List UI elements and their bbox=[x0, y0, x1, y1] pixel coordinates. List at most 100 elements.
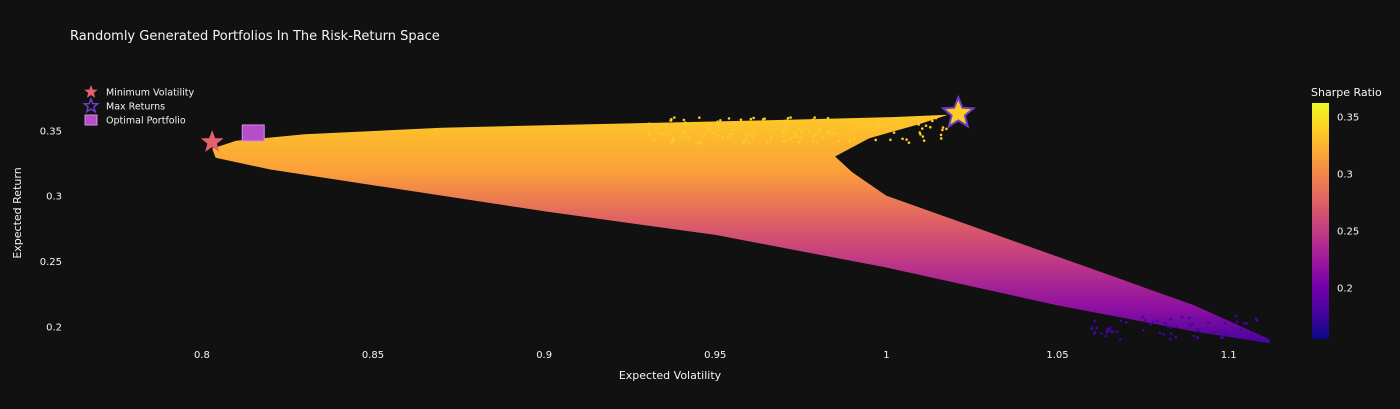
scatter-point bbox=[717, 122, 720, 126]
scatter-point bbox=[863, 123, 866, 127]
scatter-point bbox=[1175, 325, 1179, 329]
colorbar: Sharpe Ratio 0.2 0.25 0.3 0.35 bbox=[1311, 86, 1382, 339]
min-volatility-marker[interactable] bbox=[200, 130, 224, 152]
portfolio-scatter-cloud bbox=[212, 114, 1270, 344]
scatter-point bbox=[852, 134, 856, 138]
scatter-point bbox=[1242, 322, 1246, 325]
legend-item[interactable]: Max Returns bbox=[82, 96, 165, 114]
scatter-point bbox=[1169, 325, 1172, 329]
legend-label: Max Returns bbox=[106, 102, 165, 113]
scatter-point bbox=[841, 120, 844, 124]
scatter-point bbox=[941, 128, 944, 132]
colorbar-gradient bbox=[1312, 103, 1329, 339]
x-tick-label: 1.1 bbox=[1221, 350, 1237, 361]
scatter-point bbox=[769, 128, 772, 132]
scatter-point bbox=[664, 122, 667, 126]
scatter-point bbox=[769, 139, 773, 142]
scatter-point bbox=[1207, 321, 1210, 325]
x-tick-label: 0.8 bbox=[194, 350, 210, 361]
max-returns-marker[interactable] bbox=[940, 94, 977, 129]
scatter-point bbox=[888, 118, 891, 121]
scatter-point bbox=[808, 131, 811, 134]
scatter-point bbox=[1119, 319, 1123, 322]
scatter-point bbox=[1100, 332, 1103, 335]
colorbar-title: Sharpe Ratio bbox=[1311, 86, 1382, 99]
scatter-point bbox=[647, 132, 651, 136]
scatter-point bbox=[811, 118, 815, 122]
scatter-point bbox=[1190, 322, 1194, 326]
scatter-point bbox=[1156, 319, 1159, 323]
scatter-point bbox=[876, 121, 880, 125]
scatter-point bbox=[826, 116, 830, 120]
scatter-point bbox=[939, 133, 943, 137]
scatter-point bbox=[669, 119, 672, 122]
scatter-point bbox=[661, 132, 664, 136]
scatter-point bbox=[745, 132, 748, 136]
scatter-point bbox=[1234, 314, 1238, 318]
scatter-point bbox=[730, 126, 734, 130]
scatter-point bbox=[1115, 330, 1119, 333]
scatter-point bbox=[696, 142, 699, 145]
scatter-point bbox=[917, 123, 920, 126]
scatter-point bbox=[752, 116, 755, 120]
y-tick-label: 0.3 bbox=[46, 192, 62, 203]
scatter-point bbox=[816, 127, 820, 130]
scatter-point bbox=[846, 131, 850, 135]
scatter-point bbox=[751, 136, 755, 139]
scatter-point bbox=[665, 132, 668, 136]
scatter-point bbox=[654, 126, 658, 130]
scatter-point bbox=[856, 122, 860, 126]
scatter-point bbox=[1151, 320, 1155, 324]
scatter-point bbox=[924, 124, 928, 127]
scatter-point bbox=[739, 118, 743, 121]
x-tick-label: 1 bbox=[883, 350, 889, 361]
square-icon bbox=[84, 114, 98, 126]
scatter-point bbox=[799, 135, 802, 139]
scatter-point bbox=[1092, 332, 1096, 335]
scatter-point bbox=[788, 138, 791, 141]
scatter-point bbox=[784, 122, 788, 126]
legend-item[interactable]: Optimal Portfolio bbox=[84, 114, 186, 127]
x-tick-label: 0.95 bbox=[704, 350, 726, 361]
legend-label: Minimum Volatility bbox=[106, 88, 194, 99]
scatter-point bbox=[728, 132, 731, 136]
scatter-point bbox=[731, 129, 735, 132]
legend-item[interactable]: Minimum Volatility bbox=[84, 85, 194, 99]
scatter-point bbox=[1119, 338, 1122, 341]
scatter-point bbox=[928, 125, 932, 129]
scatter-point bbox=[807, 128, 811, 131]
scatter-point bbox=[1170, 332, 1173, 335]
y-tick-label: 0.35 bbox=[40, 126, 62, 137]
scatter-point bbox=[780, 132, 784, 135]
scatter-point bbox=[692, 121, 696, 125]
scatter-point bbox=[702, 124, 705, 128]
scatter-point bbox=[854, 137, 857, 141]
scatter-point bbox=[716, 125, 719, 129]
scatter-point bbox=[786, 127, 789, 131]
scatter-point bbox=[855, 125, 858, 128]
scatter-point bbox=[1192, 334, 1195, 338]
optimal-portfolio-marker[interactable] bbox=[241, 124, 265, 142]
colorbar-ticks: 0.2 0.25 0.3 0.35 bbox=[1337, 113, 1359, 295]
scatter-point bbox=[918, 117, 922, 120]
scatter-point bbox=[866, 125, 869, 129]
legend[interactable]: Minimum Volatility Max Returns Optimal Por… bbox=[82, 85, 194, 127]
scatter-point bbox=[671, 140, 674, 143]
scatter-point bbox=[720, 128, 723, 132]
scatter-point bbox=[683, 131, 687, 135]
scatter-point bbox=[774, 127, 778, 131]
scatter-point bbox=[1255, 319, 1259, 322]
scatter-point bbox=[707, 128, 710, 131]
scatter-point bbox=[1090, 327, 1094, 331]
scatter-point bbox=[877, 117, 881, 121]
colorbar-tick-label: 0.2 bbox=[1337, 284, 1353, 295]
y-tick-label: 0.25 bbox=[40, 257, 62, 268]
x-axis-ticks: 0.8 0.85 0.9 0.95 1 1.05 1.1 bbox=[194, 350, 1237, 361]
scatter-point bbox=[909, 116, 913, 120]
scatter-point bbox=[1224, 332, 1227, 335]
scatter-point bbox=[1093, 319, 1096, 323]
scatter-point bbox=[810, 120, 814, 123]
scatter-point bbox=[765, 141, 769, 144]
scatter-point bbox=[899, 122, 903, 126]
scatter-point bbox=[698, 116, 701, 119]
